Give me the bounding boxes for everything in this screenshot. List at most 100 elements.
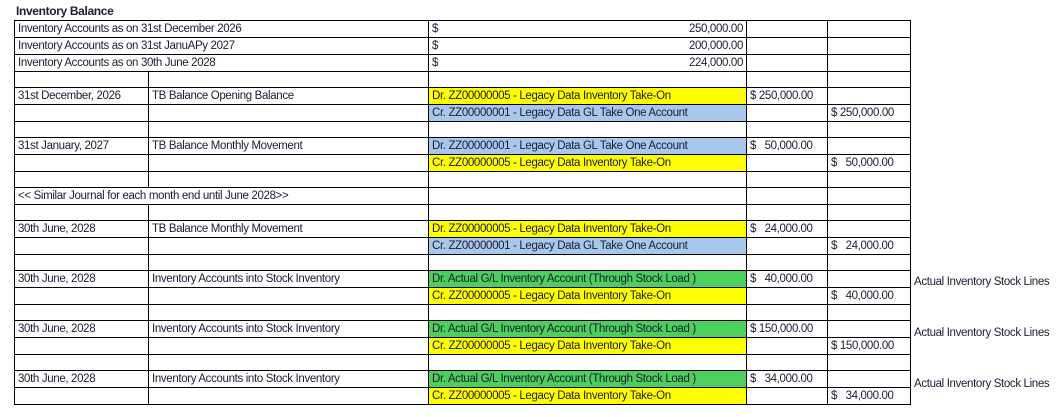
- credit-cell[interactable]: [827, 137, 911, 155]
- empty-cell[interactable]: [14, 71, 149, 88]
- account-cell[interactable]: Cr. ZZ00000001 - Legacy Data GL Take One…: [428, 237, 747, 255]
- empty-cell[interactable]: [827, 171, 911, 188]
- balance-amount-cell[interactable]: $200,000.00: [428, 37, 747, 55]
- date-cell[interactable]: [14, 104, 149, 122]
- credit-cell[interactable]: $ 250,000.00: [827, 104, 911, 122]
- empty-cell[interactable]: [428, 354, 747, 371]
- debit-cell[interactable]: $ 34,000.00: [746, 370, 828, 388]
- description-cell[interactable]: [148, 154, 429, 172]
- description-cell[interactable]: [148, 387, 429, 405]
- date-cell[interactable]: [14, 154, 149, 172]
- empty-cell[interactable]: [14, 171, 149, 188]
- empty-cell[interactable]: [428, 304, 747, 321]
- date-cell[interactable]: [14, 337, 149, 355]
- debit-cell[interactable]: $ 250,000.00: [746, 87, 828, 105]
- empty-cell[interactable]: [148, 354, 429, 371]
- empty-cell[interactable]: [148, 171, 429, 188]
- empty-cell[interactable]: [14, 354, 149, 371]
- description-cell[interactable]: [148, 287, 429, 305]
- empty-cell[interactable]: [746, 121, 828, 138]
- credit-cell[interactable]: $ 40,000.00: [827, 287, 911, 305]
- empty-cell[interactable]: [746, 354, 828, 371]
- credit-cell[interactable]: [827, 220, 911, 238]
- debit-cell[interactable]: $ 24,000.00: [746, 220, 828, 238]
- credit-cell[interactable]: [827, 270, 911, 288]
- empty-cell[interactable]: [746, 304, 828, 321]
- account-cell[interactable]: Cr. ZZ00000005 - Legacy Data Inventory T…: [428, 387, 747, 405]
- debit-cell[interactable]: $ 150,000.00: [746, 320, 828, 338]
- credit-cell[interactable]: [827, 320, 911, 338]
- empty-cell[interactable]: [827, 354, 911, 371]
- empty-cell[interactable]: [827, 254, 911, 271]
- credit-cell[interactable]: $ 150,000.00: [827, 337, 911, 355]
- date-cell[interactable]: 31st January, 2027: [14, 137, 149, 155]
- date-cell[interactable]: [14, 287, 149, 305]
- empty-cell[interactable]: [827, 20, 911, 38]
- date-cell[interactable]: 30th June, 2028: [14, 320, 149, 338]
- empty-cell[interactable]: [746, 37, 828, 55]
- account-cell[interactable]: Dr. ZZ00000005 - Legacy Data Inventory T…: [428, 87, 747, 105]
- empty-cell[interactable]: [428, 187, 747, 205]
- empty-cell[interactable]: [746, 20, 828, 38]
- empty-cell[interactable]: [428, 171, 747, 188]
- debit-cell[interactable]: $ 50,000.00: [746, 137, 828, 155]
- account-cell[interactable]: Cr. ZZ00000005 - Legacy Data Inventory T…: [428, 154, 747, 172]
- balance-label[interactable]: Inventory Accounts as on 31st December 2…: [14, 20, 429, 38]
- debit-cell[interactable]: [746, 337, 828, 355]
- credit-cell[interactable]: $ 50,000.00: [827, 154, 911, 172]
- balance-label[interactable]: Inventory Accounts as on 31st JanuAPy 20…: [14, 37, 429, 55]
- date-cell[interactable]: [14, 237, 149, 255]
- debit-cell[interactable]: $ 40,000.00: [746, 270, 828, 288]
- account-cell[interactable]: Dr. Actual G/L Inventory Account (Throug…: [428, 270, 747, 288]
- empty-cell[interactable]: [428, 121, 747, 138]
- account-cell[interactable]: Cr. ZZ00000001 - Legacy Data GL Take One…: [428, 104, 747, 122]
- balance-label[interactable]: Inventory Accounts as on 30th June 2028: [14, 54, 429, 72]
- debit-cell[interactable]: [746, 104, 828, 122]
- description-cell[interactable]: [148, 237, 429, 255]
- account-cell[interactable]: Cr. ZZ00000005 - Legacy Data Inventory T…: [428, 287, 747, 305]
- empty-cell[interactable]: [148, 121, 429, 138]
- empty-cell[interactable]: [827, 304, 911, 321]
- empty-cell[interactable]: [746, 187, 828, 205]
- description-cell[interactable]: [148, 337, 429, 355]
- empty-cell[interactable]: [827, 121, 911, 138]
- account-cell[interactable]: Cr. ZZ00000005 - Legacy Data Inventory T…: [428, 337, 747, 355]
- journal-note[interactable]: << Similar Journal for each month end un…: [14, 187, 429, 205]
- balance-amount-cell[interactable]: $250,000.00: [428, 20, 747, 38]
- empty-cell[interactable]: [148, 204, 429, 221]
- date-cell[interactable]: 30th June, 2028: [14, 370, 149, 388]
- empty-cell[interactable]: [746, 171, 828, 188]
- account-cell[interactable]: Dr. ZZ00000005 - Legacy Data Inventory T…: [428, 220, 747, 238]
- debit-cell[interactable]: [746, 387, 828, 405]
- empty-cell[interactable]: [148, 254, 429, 271]
- empty-cell[interactable]: [428, 204, 747, 221]
- description-cell[interactable]: [148, 104, 429, 122]
- description-cell[interactable]: TB Balance Opening Balance: [148, 87, 429, 105]
- debit-cell[interactable]: [746, 287, 828, 305]
- debit-cell[interactable]: [746, 237, 828, 255]
- empty-cell[interactable]: [746, 71, 828, 88]
- debit-cell[interactable]: [746, 154, 828, 172]
- empty-cell[interactable]: [746, 254, 828, 271]
- credit-cell[interactable]: [827, 87, 911, 105]
- empty-cell[interactable]: [827, 71, 911, 88]
- description-cell[interactable]: TB Balance Monthly Movement: [148, 137, 429, 155]
- balance-amount-cell[interactable]: $224,000.00: [428, 54, 747, 72]
- empty-cell[interactable]: [827, 37, 911, 55]
- empty-cell[interactable]: [827, 187, 911, 205]
- credit-cell[interactable]: $ 24,000.00: [827, 237, 911, 255]
- empty-cell[interactable]: [148, 304, 429, 321]
- account-cell[interactable]: Dr. Actual G/L Inventory Account (Throug…: [428, 370, 747, 388]
- empty-cell[interactable]: [827, 54, 911, 72]
- empty-cell[interactable]: [14, 121, 149, 138]
- credit-cell[interactable]: [827, 370, 911, 388]
- empty-cell[interactable]: [148, 71, 429, 88]
- account-cell[interactable]: Dr. Actual G/L Inventory Account (Throug…: [428, 320, 747, 338]
- description-cell[interactable]: Inventory Accounts into Stock Inventory: [148, 320, 429, 338]
- date-cell[interactable]: [14, 387, 149, 405]
- credit-cell[interactable]: $ 34,000.00: [827, 387, 911, 405]
- empty-cell[interactable]: [827, 204, 911, 221]
- date-cell[interactable]: 30th June, 2028: [14, 270, 149, 288]
- date-cell[interactable]: 31st December, 2026: [14, 87, 149, 105]
- empty-cell[interactable]: [14, 304, 149, 321]
